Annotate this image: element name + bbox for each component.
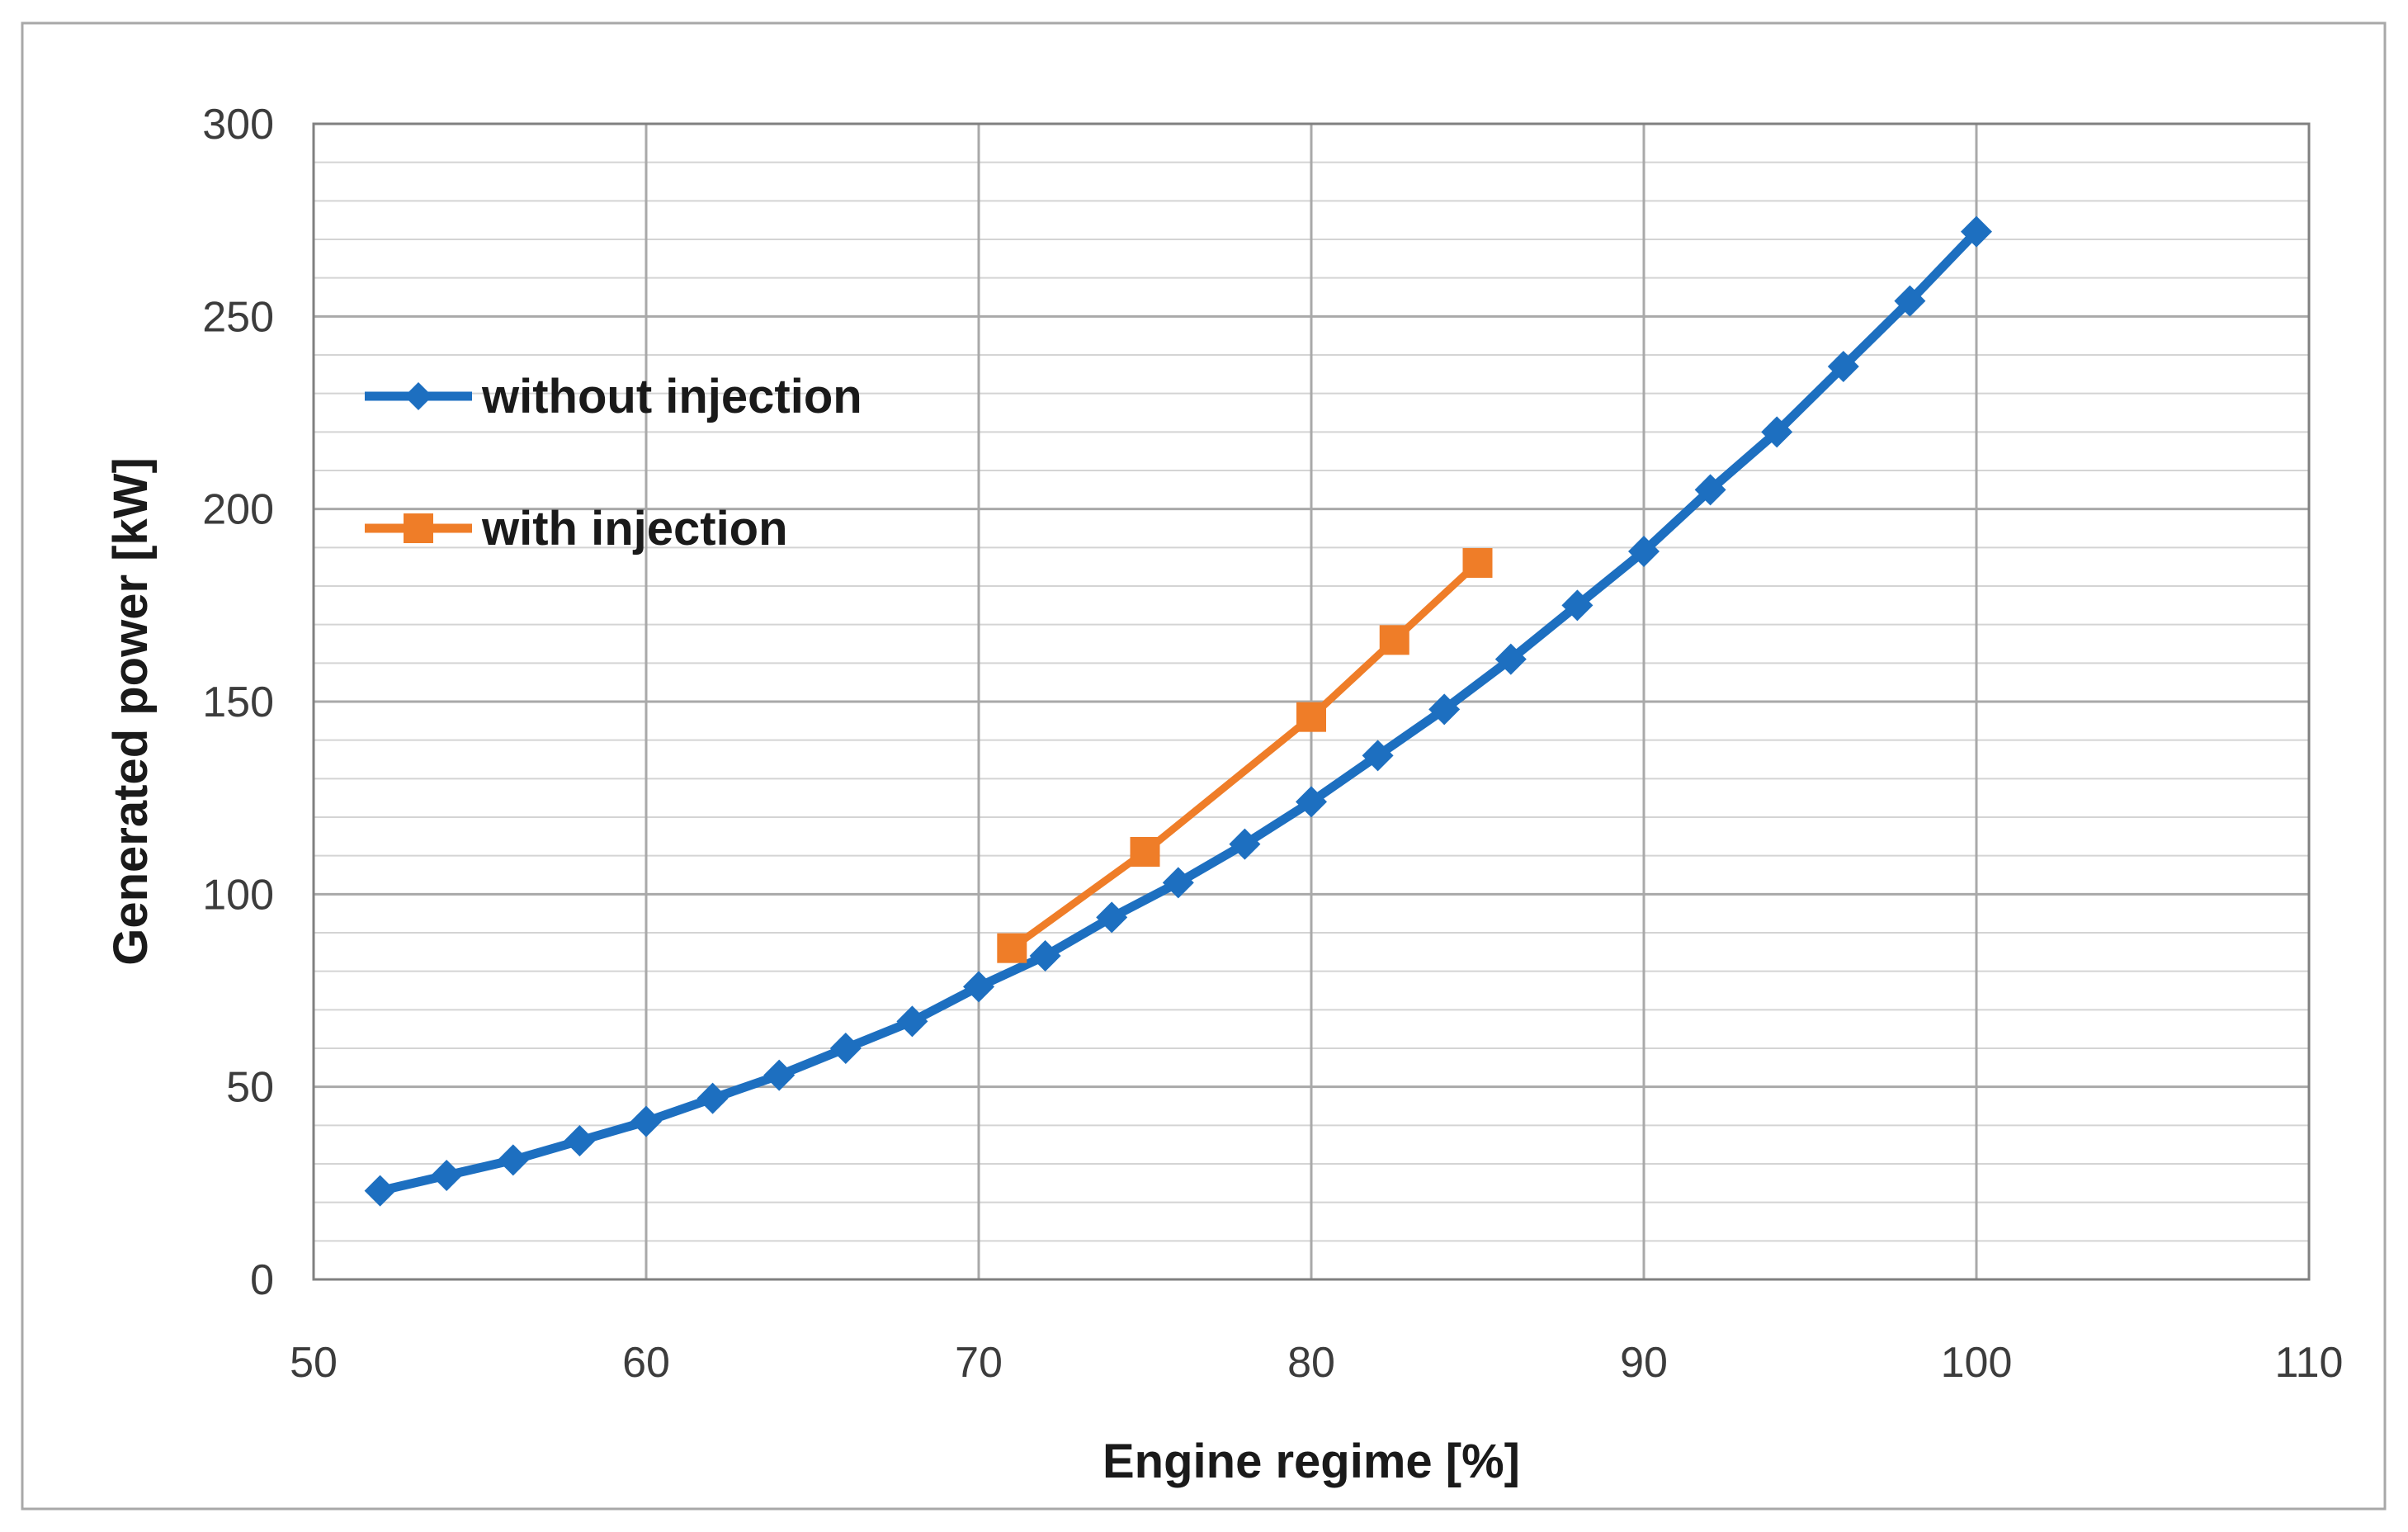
legend-label-with-injection: with injection — [481, 502, 788, 556]
data-point-diamond — [1296, 786, 1327, 818]
legend-item-without-injection: without injection — [365, 370, 862, 423]
data-point-diamond — [963, 971, 994, 1003]
legend-label-without-injection: without injection — [481, 370, 862, 423]
data-point-diamond — [829, 1033, 862, 1064]
data-point-diamond — [364, 1175, 396, 1207]
data-point-diamond — [1162, 867, 1194, 899]
data-point-diamond — [630, 1105, 662, 1137]
data-point-diamond — [1761, 416, 1793, 448]
axis-tick-labels: 0 50 100 150 200 250 300 50 60 70 80 90 100 110 — [202, 101, 2343, 1387]
data-point-diamond — [896, 1005, 928, 1038]
data-series — [364, 215, 1992, 1207]
data-point-square — [1130, 837, 1160, 867]
data-point-diamond — [763, 1059, 796, 1091]
figure-border — [21, 21, 2387, 1511]
y-tick-label: 250 — [202, 293, 274, 341]
y-tick-label: 200 — [202, 486, 274, 534]
legend-diamond-marker-icon — [404, 382, 432, 410]
data-point-diamond — [1827, 351, 1859, 382]
plot-area-border — [312, 122, 2311, 1281]
data-point-diamond — [1694, 474, 1726, 506]
data-point-diamond — [564, 1125, 596, 1156]
data-point-diamond — [1628, 536, 1660, 567]
y-tick-label: 0 — [250, 1256, 274, 1304]
data-point-diamond — [1894, 285, 1926, 317]
y-tick-label: 150 — [202, 679, 274, 726]
x-axis-title: Engine regime [%] — [1102, 1435, 1520, 1488]
data-point-square — [1296, 702, 1326, 732]
data-point-diamond — [1229, 828, 1261, 860]
data-point-diamond — [1961, 215, 1992, 248]
data-point-square — [1462, 548, 1493, 578]
legend: without injection with injection — [365, 370, 862, 556]
data-point-diamond — [696, 1082, 729, 1114]
data-point-diamond — [1428, 693, 1461, 726]
y-axis-title: Generated power [kW] — [104, 457, 158, 966]
data-point-diamond — [497, 1144, 529, 1176]
plot-border — [312, 122, 2311, 1281]
x-tick-label: 110 — [2275, 1339, 2344, 1387]
y-tick-label: 100 — [202, 871, 274, 919]
legend-item-with-injection: with injection — [365, 502, 788, 556]
x-tick-label: 90 — [1620, 1339, 1668, 1387]
data-point-diamond — [1362, 740, 1394, 772]
data-point-diamond — [431, 1160, 463, 1191]
data-point-square — [997, 933, 1027, 963]
x-tick-label: 100 — [1941, 1339, 2013, 1387]
x-tick-label: 80 — [1287, 1339, 1335, 1387]
data-point-diamond — [1494, 643, 1527, 675]
x-tick-label: 70 — [955, 1339, 1003, 1387]
data-point-diamond — [1029, 940, 1061, 972]
data-point-diamond — [1096, 901, 1128, 934]
y-tick-label: 300 — [202, 101, 274, 149]
data-point-diamond — [1561, 589, 1594, 622]
gridlines — [314, 124, 2309, 1279]
y-tick-label: 50 — [226, 1064, 274, 1112]
x-tick-label: 60 — [622, 1339, 670, 1387]
data-point-square — [1379, 625, 1409, 655]
x-tick-label: 50 — [290, 1339, 338, 1387]
legend-square-marker-icon — [404, 513, 433, 543]
